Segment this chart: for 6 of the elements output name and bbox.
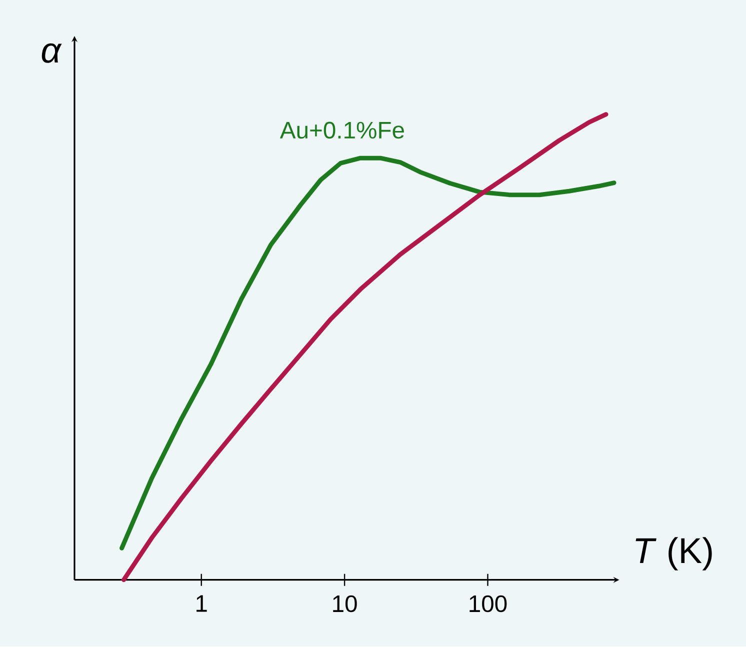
series-label: Au+0.1%Fe	[280, 122, 404, 139]
x-tick-label: 1	[196, 596, 207, 612]
x-tick-label: 100	[470, 596, 507, 612]
x-tick-label: 10	[333, 596, 357, 612]
y-axis-title: α	[42, 44, 62, 64]
x-axis-title: T (K)	[636, 537, 712, 571]
